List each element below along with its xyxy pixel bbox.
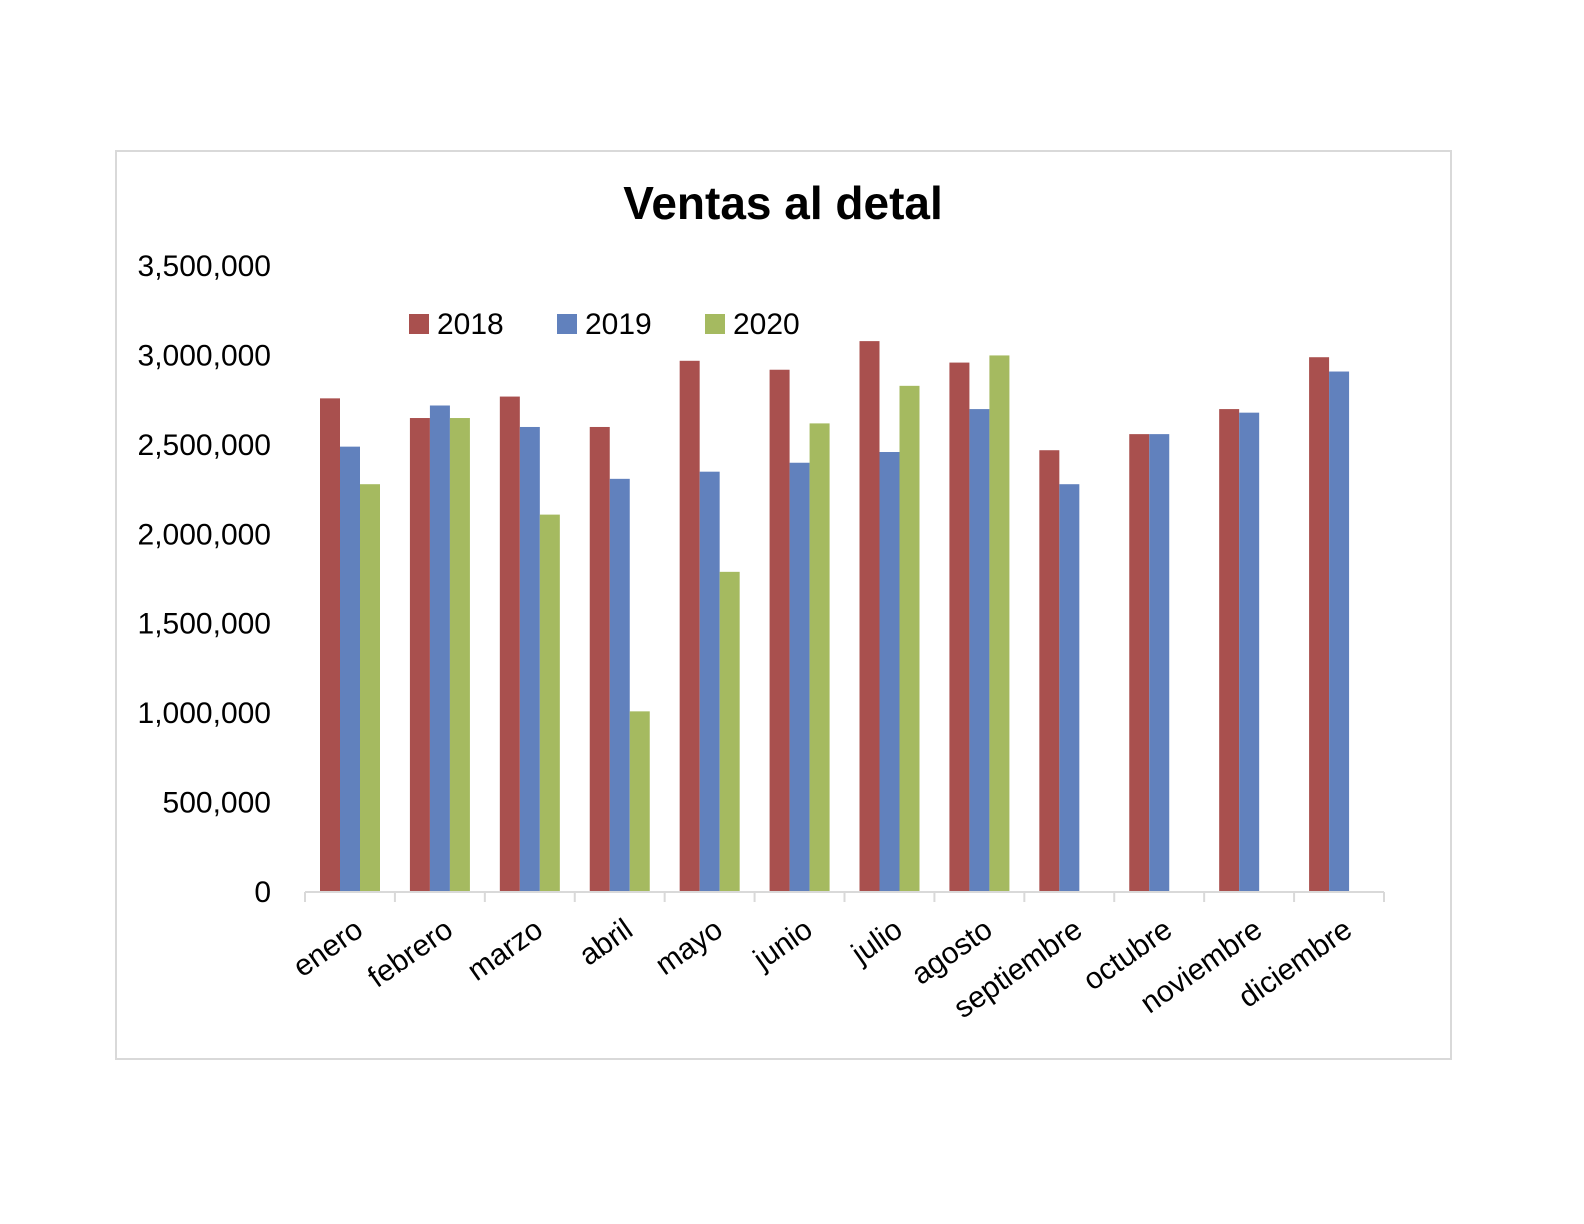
bar-2019-mayo [699, 471, 720, 892]
x-tick-label-julio: julio [845, 913, 908, 971]
legend-label: 2018 [437, 308, 504, 341]
bar-2019-marzo [519, 426, 540, 892]
bar-2018-diciembre [1309, 357, 1330, 892]
bar-2018-octubre [1129, 434, 1150, 892]
y-tick-label: 2,000,000 [138, 518, 271, 551]
bar-2018-julio [859, 341, 880, 892]
bar-2019-julio [879, 452, 900, 892]
bar-2019-enero [340, 446, 360, 892]
legend-swatch [409, 314, 429, 334]
bar-2020-junio [809, 423, 830, 892]
legend-swatch [557, 314, 577, 334]
y-tick-label: 3,500,000 [138, 250, 271, 283]
legend-item-2019: 2019 [557, 308, 652, 341]
legend-label: 2020 [733, 308, 800, 341]
y-tick-label: 2,500,000 [138, 429, 271, 462]
y-tick-label: 500,000 [163, 787, 271, 820]
legend-label: 2019 [585, 308, 652, 341]
chart-title: Ventas al detal [623, 177, 943, 229]
bar-2019-septiembre [1059, 484, 1080, 892]
bar-2019-junio [789, 462, 810, 892]
bar-2018-agosto [949, 362, 970, 892]
bar-2019-octubre [1149, 434, 1170, 892]
x-tick-label-junio: junio [747, 913, 819, 977]
bar-2020-febrero [449, 418, 470, 892]
bar-2018-septiembre [1039, 450, 1060, 892]
x-tick-label-marzo: marzo [462, 913, 549, 988]
bars [320, 341, 1350, 892]
y-tick-label: 1,500,000 [138, 608, 271, 641]
bar-2019-noviembre [1239, 412, 1260, 892]
legend-swatch [705, 314, 725, 334]
bar-2020-enero [360, 484, 380, 892]
bar-2019-febrero [429, 405, 450, 892]
y-tick-label: 3,000,000 [138, 339, 271, 372]
y-tick-label: 0 [254, 876, 271, 909]
bar-2018-febrero [409, 418, 430, 892]
bar-2018-mayo [679, 360, 700, 892]
legend-item-2018: 2018 [409, 308, 504, 341]
x-tick-label-mayo: mayo [650, 913, 729, 982]
bar-2020-agosto [989, 355, 1010, 892]
bar-2019-abril [609, 478, 630, 892]
bar-2019-diciembre [1329, 371, 1350, 892]
bar-2018-abril [589, 426, 610, 892]
x-tick-label-abril: abril [573, 913, 638, 973]
legend: 2018 2019 2020 [409, 308, 800, 341]
x-tick-label-enero: enero [287, 913, 369, 984]
bar-2020-julio [899, 385, 920, 892]
bar-2018-enero [320, 398, 340, 892]
bar-2018-noviembre [1219, 409, 1240, 892]
y-tick-label: 1,000,000 [138, 697, 271, 730]
bar-2020-mayo [719, 571, 740, 892]
y-axis: 0 500,000 1,000,000 1,500,000 2,000,000 2,500… [138, 250, 271, 909]
legend-item-2020: 2020 [705, 308, 800, 341]
bar-2018-marzo [499, 396, 520, 892]
bar-2018-junio [769, 369, 790, 892]
bar-2020-marzo [539, 514, 560, 892]
x-tick-label-febrero: febrero [362, 913, 459, 995]
bar-2019-agosto [969, 409, 990, 892]
bar-2020-abril [629, 711, 650, 892]
